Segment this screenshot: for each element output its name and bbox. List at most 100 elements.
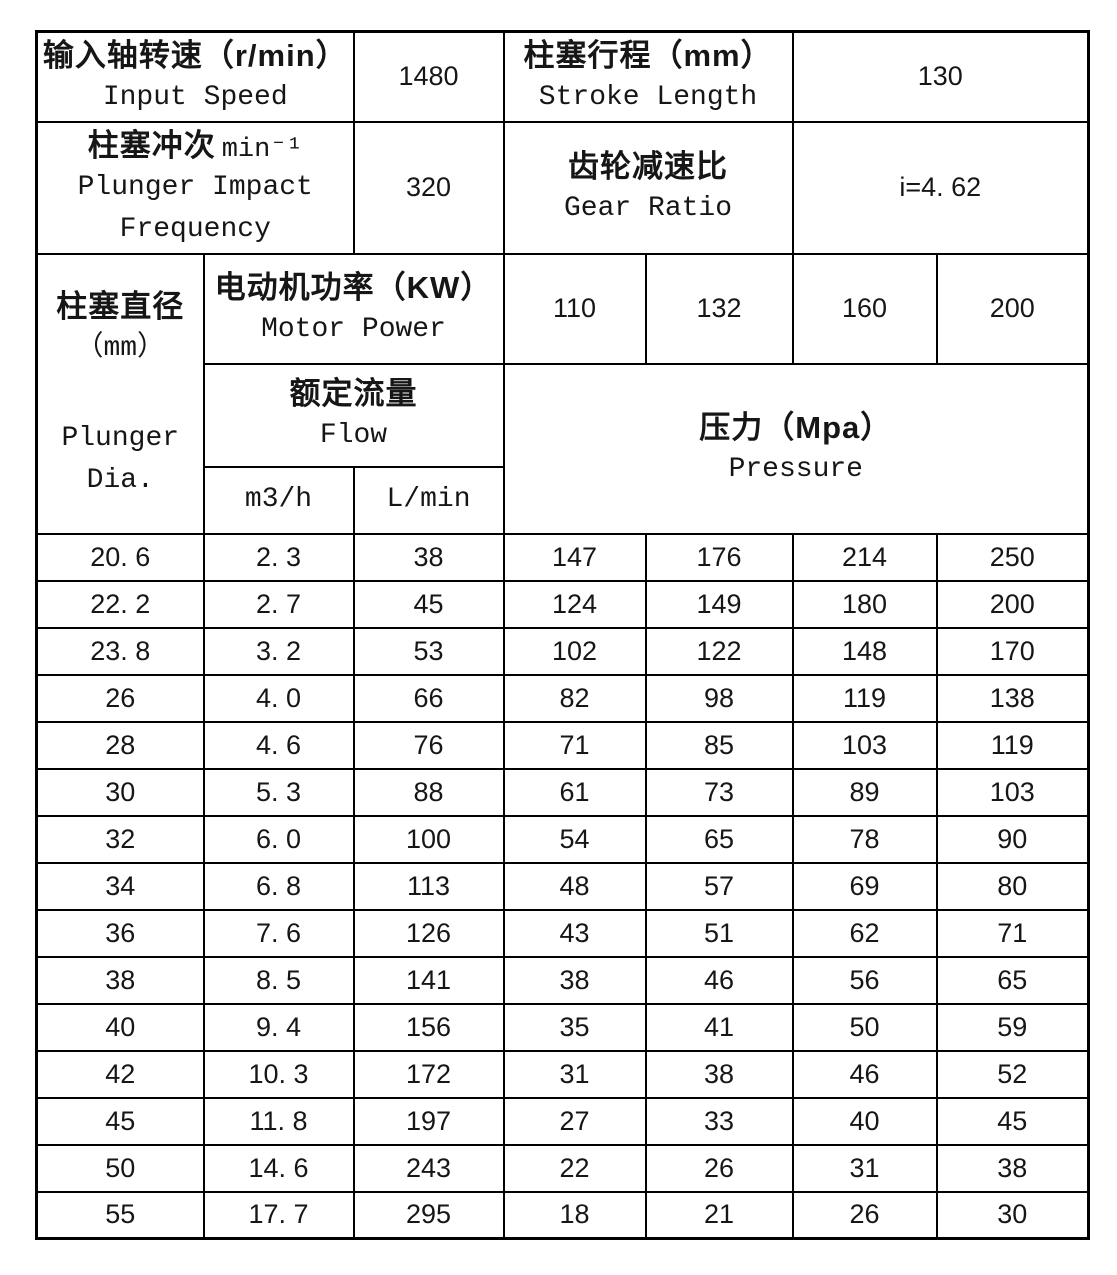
pressure-160-cell: 40	[791, 1096, 938, 1146]
plunger-dia-cell: 45	[35, 1096, 205, 1146]
spec-data-row: 30 5. 3 88 61 73 89 103	[35, 767, 1090, 817]
pressure-110-cell: 27	[502, 1096, 647, 1146]
spec-data-row: 20. 6 2. 3 38 147 176 214 250	[35, 532, 1090, 582]
pressure-132-cell: 73	[644, 767, 794, 817]
spec-data-row: 32 6. 0 100 54 65 78 90	[35, 814, 1090, 864]
pressure-132-cell: 51	[644, 908, 794, 958]
plunger-dia-cell: 40	[35, 1002, 205, 1052]
plunger-dia-cell: 55	[35, 1190, 205, 1240]
spec-data-row: 36 7. 6 126 43 51 62 71	[35, 908, 1090, 958]
spec-data-row: 28 4. 6 76 71 85 103 119	[35, 720, 1090, 770]
flow-m3h-cell: 6. 8	[202, 861, 355, 911]
flow-lmin-cell: 197	[352, 1096, 505, 1146]
motor-power-header-zh: 电动机功率（KW）	[214, 269, 493, 305]
input-speed-row: 输入轴转速（r/min） Input Speed 1480 柱塞行程（mm） S…	[35, 30, 1090, 123]
pressure-160-cell: 46	[791, 1049, 938, 1099]
flow-lmin-cell: 172	[352, 1049, 505, 1099]
flow-lmin-cell: 243	[352, 1143, 505, 1193]
pressure-110-cell: 43	[502, 908, 647, 958]
plunger-dia-header-cell: 柱塞直径 （mm） Plunger Dia.	[35, 252, 205, 535]
pressure-200-cell: 45	[935, 1096, 1090, 1146]
spec-data-row: 40 9. 4 156 35 41 50 59	[35, 1002, 1090, 1052]
pressure-132-cell: 176	[644, 532, 794, 582]
flow-m3h-cell: 4. 0	[202, 673, 355, 723]
pressure-200-cell: 119	[935, 720, 1090, 770]
pressure-200-cell: 52	[935, 1049, 1090, 1099]
spec-data-row: 50 14. 6 243 22 26 31 38	[35, 1143, 1090, 1193]
flow-header-row: 额定流量 Flow 压力（Mpa） Pressure	[37, 362, 1090, 535]
spec-data-row: 42 10. 3 172 31 38 46 52	[35, 1049, 1090, 1099]
pressure-110-cell: 82	[502, 673, 647, 723]
pressure-132-cell: 65	[644, 814, 794, 864]
flow-m3h-cell: 14. 6	[202, 1143, 355, 1193]
pressure-132-cell: 122	[644, 626, 794, 676]
flow-header-cell: 额定流量 Flow	[202, 362, 505, 468]
flow-m3h-cell: 17. 7	[202, 1190, 355, 1240]
pressure-132-cell: 26	[644, 1143, 794, 1193]
flow-lmin-cell: 126	[352, 908, 505, 958]
flow-lmin-cell: 295	[352, 1190, 505, 1240]
pressure-200-cell: 59	[935, 1002, 1090, 1052]
pressure-110-cell: 38	[502, 955, 647, 1005]
motor-power-value-132: 132	[644, 252, 794, 365]
pressure-160-cell: 26	[791, 1190, 938, 1240]
spec-data-row: 55 17. 7 295 18 21 26 30	[35, 1190, 1090, 1240]
spec-table-body: 20. 6 2. 3 38 147 176 214 250 22. 2 2. 7…	[35, 532, 1090, 1240]
flow-m3h-cell: 5. 3	[202, 767, 355, 817]
spec-sheet: 输入轴转速（r/min） Input Speed 1480 柱塞行程（mm） S…	[35, 30, 1091, 1240]
flow-m3h-cell: 6. 0	[202, 814, 355, 864]
motor-power-value-200: 200	[935, 252, 1090, 365]
plunger-dia-cell: 30	[35, 767, 205, 817]
spec-data-row: 23. 8 3. 2 53 102 122 148 170	[35, 626, 1090, 676]
pressure-110-cell: 54	[502, 814, 647, 864]
plunger-dia-cell: 20. 6	[35, 532, 205, 582]
gear-ratio-value: i=4. 62	[791, 120, 1090, 255]
pressure-160-cell: 89	[791, 767, 938, 817]
plunger-impact-label-en1: Plunger Impact	[77, 171, 313, 203]
flow-lmin-cell: 156	[352, 1002, 505, 1052]
pressure-132-cell: 38	[644, 1049, 794, 1099]
pressure-160-cell: 78	[791, 814, 938, 864]
spec-data-row: 34 6. 8 113 48 57 69 80	[35, 861, 1090, 911]
plunger-dia-cell: 42	[35, 1049, 205, 1099]
pressure-200-cell: 80	[935, 861, 1090, 911]
plunger-impact-value: 320	[352, 120, 505, 255]
plunger-dia-cell: 28	[35, 720, 205, 770]
motor-power-value-110: 110	[502, 252, 647, 365]
pressure-132-cell: 85	[644, 720, 794, 770]
flow-m3h-cell: 2. 3	[202, 532, 355, 582]
pressure-132-cell: 21	[644, 1190, 794, 1240]
pressure-header-en: Pressure	[728, 453, 863, 485]
plunger-dia-header-unit: （mm）	[75, 332, 166, 364]
pressure-200-cell: 38	[935, 1143, 1090, 1193]
pressure-110-cell: 102	[502, 626, 647, 676]
flow-lmin-cell: 45	[352, 579, 505, 629]
plunger-dia-cell: 22. 2	[35, 579, 205, 629]
pressure-200-cell: 65	[935, 955, 1090, 1005]
flow-m3h-cell: 10. 3	[202, 1049, 355, 1099]
pressure-110-cell: 71	[502, 720, 647, 770]
pressure-200-cell: 30	[935, 1190, 1090, 1240]
plunger-dia-cell: 34	[35, 861, 205, 911]
plunger-dia-cell: 38	[35, 955, 205, 1005]
flow-unit-m3h-label: m3/h	[244, 484, 313, 515]
flow-header-en: Flow	[319, 420, 388, 451]
flow-lmin-cell: 66	[352, 673, 505, 723]
motor-power-header-cell: 电动机功率（KW） Motor Power	[202, 252, 505, 365]
flow-lmin-cell: 38	[352, 532, 505, 582]
pressure-110-cell: 22	[502, 1143, 647, 1193]
flow-units-row: m3/h L/min	[37, 465, 1089, 535]
pressure-160-cell: 180	[791, 579, 938, 629]
flow-lmin-cell: 141	[352, 955, 505, 1005]
spec-data-row: 22. 2 2. 7 45 124 149 180 200	[35, 579, 1090, 629]
motor-power-header-en: Motor Power	[261, 313, 446, 345]
pressure-110-cell: 61	[502, 767, 647, 817]
pump-spec-table: 输入轴转速（r/min） Input Speed 1480 柱塞行程（mm） S…	[35, 30, 1091, 1240]
pressure-160-cell: 148	[791, 626, 938, 676]
flow-m3h-cell: 7. 6	[202, 908, 355, 958]
plunger-impact-label-zh: 柱塞冲次	[87, 127, 216, 163]
flow-header-zh: 额定流量	[289, 376, 418, 411]
pressure-200-cell: 90	[935, 814, 1090, 864]
pressure-200-cell: 170	[935, 626, 1090, 676]
gear-ratio-label-cell: 齿轮减速比 Gear Ratio	[502, 120, 794, 255]
